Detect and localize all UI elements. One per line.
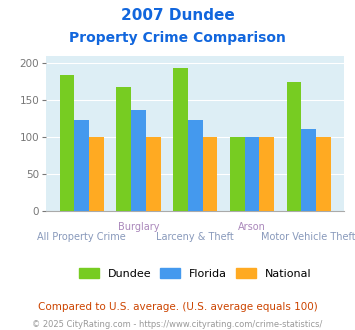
Bar (203, 137, 217, 211)
Text: Larceny & Theft: Larceny & Theft (156, 232, 234, 242)
Bar (260, 137, 274, 211)
Bar (286, 82, 301, 211)
Bar (75, 119, 89, 211)
Bar (146, 137, 161, 211)
Bar (245, 137, 260, 211)
Legend: Dundee, Florida, National: Dundee, Florida, National (75, 264, 316, 283)
Bar (131, 110, 146, 211)
Bar (173, 68, 188, 211)
Text: Arson: Arson (238, 222, 266, 232)
Bar (116, 87, 131, 211)
Bar (188, 119, 203, 211)
Text: 2007 Dundee: 2007 Dundee (121, 8, 234, 23)
Text: Burglary: Burglary (118, 222, 159, 232)
Bar (230, 137, 245, 211)
Text: Motor Vehicle Theft: Motor Vehicle Theft (261, 232, 355, 242)
Text: © 2025 CityRating.com - https://www.cityrating.com/crime-statistics/: © 2025 CityRating.com - https://www.city… (32, 320, 323, 329)
Text: Property Crime Comparison: Property Crime Comparison (69, 31, 286, 45)
Bar (89, 137, 104, 211)
Bar (60, 75, 75, 211)
Bar (316, 137, 331, 211)
Text: Compared to U.S. average. (U.S. average equals 100): Compared to U.S. average. (U.S. average … (38, 302, 317, 312)
Text: All Property Crime: All Property Crime (37, 232, 126, 242)
Bar (301, 129, 316, 211)
